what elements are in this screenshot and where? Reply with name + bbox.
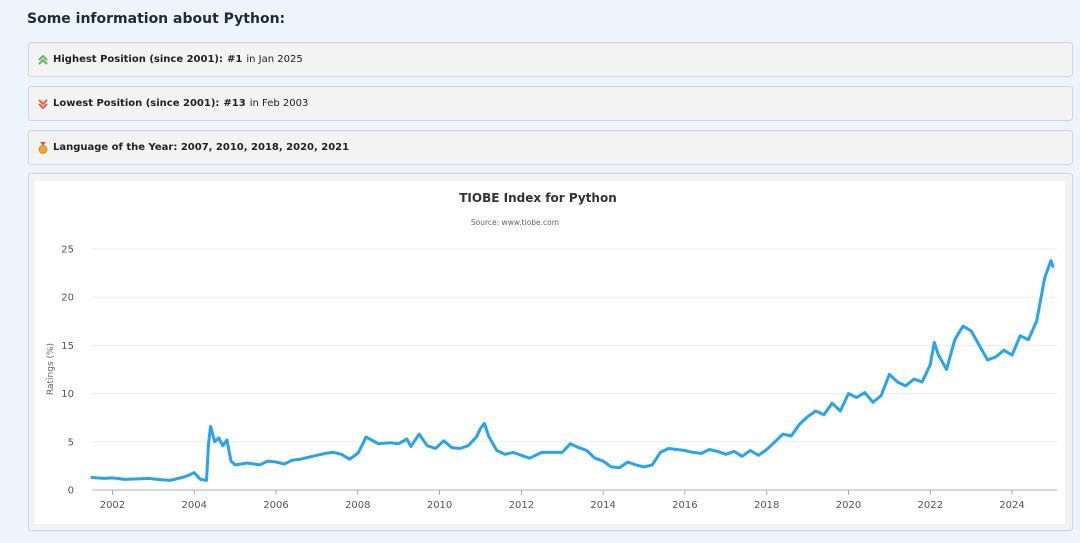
chart-title: TIOBE Index for Python — [459, 191, 617, 205]
y-axis-label: Ratings (%) — [46, 343, 56, 395]
x-tick-label: 2014 — [590, 500, 615, 511]
x-axis-ticks: 2002 2004 2006 2008 2010 2012 2014 2016 2018 2020… — [100, 490, 1025, 511]
highest-position-box: Highest Position (since 2001): #1 in Jan… — [28, 42, 1073, 77]
y-tick-label: 15 — [61, 341, 74, 352]
chart-subtitle: Source: www.tiobe.com — [471, 218, 559, 227]
tiobe-line-chart: TIOBE Index for Python Source: www.tiobe… — [46, 191, 1057, 511]
double-chevron-down-icon — [37, 98, 49, 110]
series-group — [90, 259, 1055, 482]
highest-position-date: in Jan 2025 — [246, 54, 303, 65]
medal-icon — [37, 141, 49, 154]
y-tick-label: 5 — [68, 437, 74, 448]
language-of-year-box: Language of the Year: 2007, 2010, 2018, … — [28, 130, 1073, 165]
x-tick-label: 2018 — [754, 500, 779, 511]
highest-position-label: Highest Position (since 2001): — [53, 54, 223, 65]
x-tick-label: 2004 — [181, 500, 206, 511]
section-heading: Some information about Python: — [27, 11, 286, 27]
x-tick-label: 2020 — [836, 500, 861, 511]
y-tick-label: 0 — [68, 486, 74, 497]
lowest-position-date: in Feb 2003 — [249, 98, 309, 109]
lowest-position-box: Lowest Position (since 2001): #13 in Feb… — [28, 86, 1073, 121]
y-tick-label: 20 — [61, 293, 74, 304]
grid-lines — [92, 248, 1057, 491]
double-chevron-up-icon — [37, 54, 49, 66]
lowest-position-value: #13 — [223, 98, 246, 109]
x-tick-label: 2022 — [918, 500, 943, 511]
series-line-python — [90, 259, 1055, 482]
x-tick-label: 2012 — [509, 500, 534, 511]
language-of-year-label: Language of the Year: 2007, 2010, 2018, … — [53, 142, 350, 153]
chart-panel: TIOBE Index for Python Source: www.tiobe… — [35, 181, 1065, 524]
x-tick-label: 2006 — [263, 500, 288, 511]
x-tick-label: 2008 — [345, 500, 370, 511]
y-axis-ticks: 0 5 10 15 20 25 — [61, 245, 74, 497]
x-tick-label: 2024 — [999, 500, 1024, 511]
x-tick-label: 2010 — [427, 500, 452, 511]
y-tick-label: 25 — [61, 245, 74, 256]
highest-position-value: #1 — [227, 54, 243, 65]
lowest-position-label: Lowest Position (since 2001): — [53, 98, 220, 109]
x-tick-label: 2002 — [100, 500, 125, 511]
x-tick-label: 2016 — [672, 500, 697, 511]
y-tick-label: 10 — [61, 389, 74, 400]
